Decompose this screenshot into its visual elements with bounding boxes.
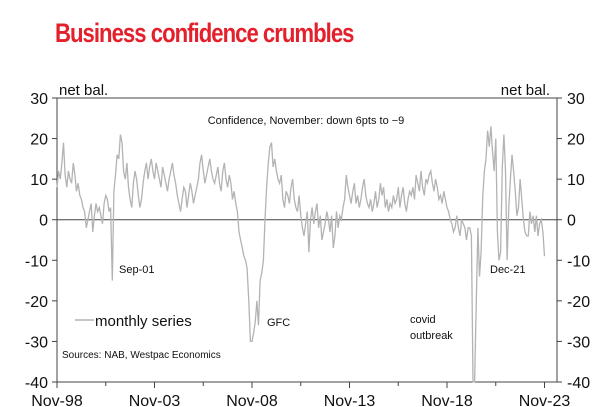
y-tick-label-right: 0 (567, 213, 576, 230)
chart-title: Business confidence crumbles (55, 18, 354, 48)
y-tick-label-right: 20 (567, 132, 585, 149)
x-tick-label: Nov-98 (31, 393, 83, 407)
y-tick-label-left: 10 (30, 172, 48, 189)
x-tick-label: Nov-13 (324, 393, 376, 407)
y-tick-label-left: -30 (25, 334, 48, 351)
legend-label: monthly series (95, 313, 192, 330)
x-tick-label: Nov-08 (226, 393, 278, 407)
y-tick-label-right: 10 (567, 172, 585, 189)
y-tick-label-left: 20 (30, 132, 48, 149)
annotation-outbreak: outbreak (410, 330, 453, 342)
y-tick-label-left: -20 (25, 294, 48, 311)
y-tick-label-left: 30 (30, 91, 48, 108)
chart-subtitle: Confidence, November: down 6pts to −9 (208, 115, 405, 127)
y-tick-label-left: -10 (25, 253, 48, 270)
right-axis-unit: net bal. (501, 82, 550, 99)
x-tick-label: Nov-23 (519, 393, 571, 407)
y-tick-label-right: 30 (567, 91, 585, 108)
y-tick-label-right: -20 (567, 294, 590, 311)
monthly-series-line (56, 126, 546, 383)
annotation-gfc: GFC (267, 317, 290, 329)
x-tick-label: Nov-03 (129, 393, 181, 407)
y-tick-label-left: 0 (39, 213, 48, 230)
y-tick-label-right: -30 (567, 334, 590, 351)
left-axis-unit: net bal. (59, 82, 108, 99)
source-note: Sources: NAB, Westpac Economics (62, 350, 221, 361)
annotation-sep-01: Sep-01 (119, 264, 154, 276)
annotation-covid: covid (410, 314, 436, 326)
y-tick-label-left: -40 (25, 375, 48, 392)
y-tick-label-right: -10 (567, 253, 590, 270)
y-tick-label-right: -40 (567, 375, 590, 392)
x-tick-label: Nov-18 (421, 393, 473, 407)
annotation-dec-21: Dec-21 (490, 264, 525, 276)
